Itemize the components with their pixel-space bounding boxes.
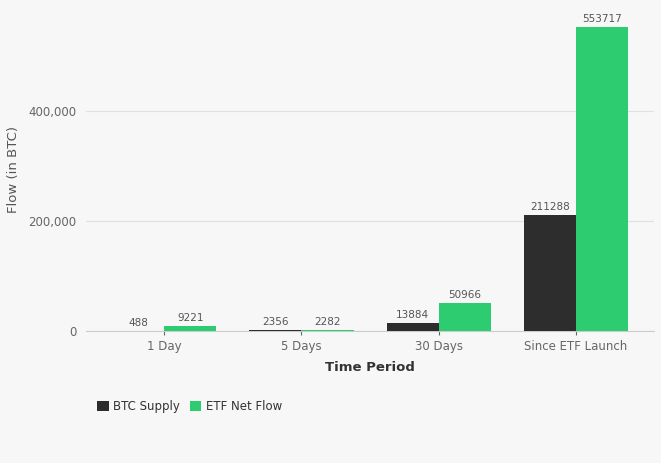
Bar <box>524 215 576 331</box>
Text: 211288: 211288 <box>530 202 570 212</box>
Bar <box>576 27 628 331</box>
Text: 488: 488 <box>128 318 148 328</box>
Bar <box>439 303 491 331</box>
Y-axis label: Flow (in BTC): Flow (in BTC) <box>7 125 20 213</box>
Bar <box>249 330 301 331</box>
Text: 553717: 553717 <box>582 14 622 24</box>
Legend: BTC Supply, ETF Net Flow: BTC Supply, ETF Net Flow <box>92 395 287 418</box>
Text: 50966: 50966 <box>448 290 481 300</box>
Text: 2282: 2282 <box>314 317 341 327</box>
Bar <box>301 330 354 331</box>
Text: 9221: 9221 <box>177 313 204 323</box>
Text: 13884: 13884 <box>396 311 429 320</box>
Bar <box>387 324 439 331</box>
Bar <box>164 326 216 331</box>
X-axis label: Time Period: Time Period <box>325 362 415 375</box>
Text: 2356: 2356 <box>262 317 289 327</box>
